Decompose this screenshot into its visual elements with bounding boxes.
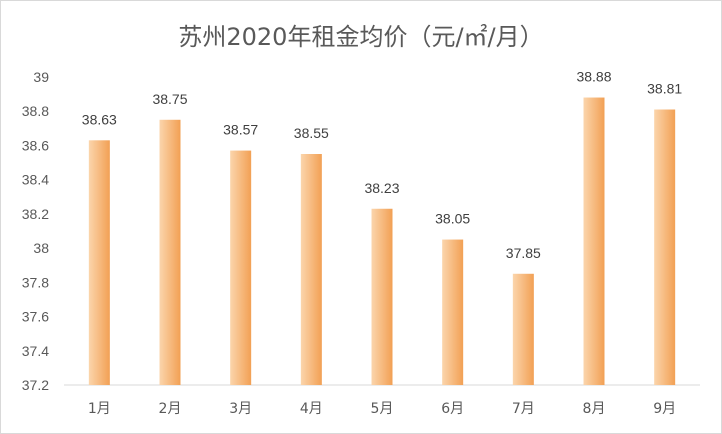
- data-label: 38.75: [152, 91, 187, 107]
- y-axis-ticks: 37.2 37.4 37.6 37.8 38 38.2 38.4 38.6 38.8 39: [22, 69, 49, 393]
- x-tick-label: 1月: [88, 401, 111, 417]
- bar: [300, 154, 322, 385]
- data-label: 37.85: [506, 245, 541, 261]
- bar: [159, 119, 181, 386]
- x-tick-label: 7月: [512, 401, 535, 417]
- data-label: 38.81: [647, 81, 682, 97]
- y-tick-label: 37.6: [22, 309, 49, 325]
- bar: [230, 150, 252, 385]
- x-axis-ticks: 1月 2月 3月 4月 5月 6月 7月 8月 9月: [88, 401, 676, 417]
- x-tick-label: 5月: [371, 401, 394, 417]
- bar: [583, 97, 605, 386]
- data-label: 38.88: [576, 69, 611, 85]
- chart-title: 苏州2020年租金均价（元/㎡/月）: [178, 23, 543, 51]
- x-tick-label: 3月: [229, 401, 252, 417]
- bars: [88, 97, 676, 386]
- bar: [512, 273, 534, 385]
- x-tick-label: 4月: [300, 401, 323, 417]
- y-tick-label: 38.8: [22, 103, 49, 119]
- y-tick-label: 38: [33, 240, 49, 256]
- x-tick-label: 9月: [653, 401, 676, 417]
- bar: [442, 239, 464, 385]
- x-tick-label: 2月: [159, 401, 182, 417]
- bar: [371, 208, 393, 385]
- data-label: 38.05: [435, 211, 470, 227]
- y-tick-label: 38.2: [22, 206, 49, 222]
- data-label: 38.63: [82, 111, 117, 127]
- y-tick-label: 39: [33, 69, 49, 85]
- data-label: 38.55: [294, 125, 329, 141]
- data-label: 38.57: [223, 122, 258, 138]
- bar: [654, 109, 676, 385]
- y-tick-label: 38.6: [22, 137, 49, 153]
- y-tick-label: 37.8: [22, 274, 49, 290]
- y-tick-label: 37.4: [22, 343, 49, 359]
- data-label: 38.23: [364, 180, 399, 196]
- y-tick-label: 37.2: [22, 377, 49, 393]
- x-tick-label: 8月: [583, 401, 606, 417]
- bar: [88, 140, 110, 385]
- y-tick-label: 38.4: [22, 172, 49, 188]
- data-labels: 38.63 38.75 38.57 38.55 38.23 38.05 37.85 38.88…: [82, 69, 683, 261]
- x-tick-label: 6月: [441, 401, 464, 417]
